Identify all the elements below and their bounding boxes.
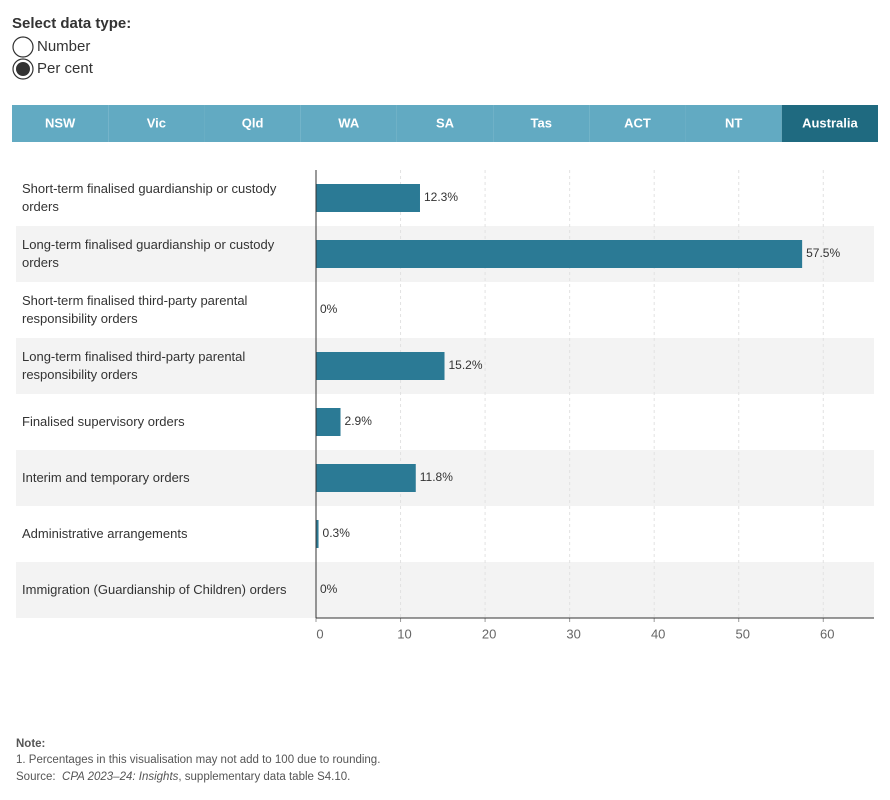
category-label: Finalised supervisory orders: [22, 414, 185, 429]
row-band: [16, 338, 874, 394]
x-tick-label: 40: [651, 626, 665, 641]
x-tick-label: 20: [482, 626, 496, 641]
tab-label[interactable]: SA: [436, 115, 455, 130]
radio-dot: [16, 62, 30, 76]
category-label: Interim and temporary orders: [22, 470, 190, 485]
note-heading: Note:: [16, 738, 46, 750]
value-label: 12.3%: [424, 190, 458, 204]
tab[interactable]: [493, 105, 590, 142]
tab[interactable]: [396, 105, 494, 142]
tab[interactable]: [685, 105, 782, 142]
tab-label[interactable]: Qld: [242, 115, 264, 130]
value-label: 57.5%: [806, 246, 840, 260]
bar: [316, 464, 416, 492]
value-label: 2.9%: [345, 414, 373, 428]
tab[interactable]: [12, 105, 109, 142]
tab[interactable]: [300, 105, 397, 142]
tab[interactable]: [589, 105, 686, 142]
bar: [316, 240, 803, 268]
row-band: [16, 450, 874, 506]
tab[interactable]: [108, 105, 205, 142]
value-label: 11.8%: [420, 470, 453, 484]
value-label: 0%: [320, 302, 338, 316]
tab-label[interactable]: Tas: [531, 115, 552, 130]
tab[interactable]: [204, 105, 301, 142]
x-tick-label: 50: [735, 626, 749, 641]
tab-label[interactable]: Vic: [147, 115, 166, 130]
source-label: Source:: [16, 771, 56, 783]
x-tick-label: 0: [316, 626, 323, 641]
category-label: Long-term finalised third-party parental…: [22, 349, 246, 382]
bar: [316, 408, 341, 436]
note-text: 1. Percentages in this visualisation may…: [16, 754, 381, 766]
source: Source: CPA 2023–24: Insights, supplemen…: [16, 771, 350, 783]
x-tick-label: 60: [820, 626, 834, 641]
radio-label[interactable]: Per cent: [37, 60, 94, 77]
tab-label[interactable]: ACT: [624, 115, 651, 130]
tab[interactable]: [781, 105, 878, 142]
source-title: CPA 2023–24: Insights: [62, 771, 179, 783]
tab-label[interactable]: WA: [338, 115, 360, 130]
tab-label[interactable]: NT: [725, 115, 742, 130]
tab-label[interactable]: Australia: [802, 115, 858, 130]
source-rest: , supplementary data table S4.10.: [178, 771, 351, 783]
radio-label[interactable]: Number: [37, 38, 90, 55]
control-label: Select data type:: [12, 15, 131, 32]
row-band: [16, 562, 874, 618]
category-label: Short-term finalised third-party parenta…: [22, 293, 248, 326]
value-label: 0.3%: [323, 526, 351, 540]
value-label: 0%: [320, 582, 338, 596]
category-label: Administrative arrangements: [22, 526, 188, 541]
x-tick-label: 10: [397, 626, 411, 641]
category-label: Immigration (Guardianship of Children) o…: [22, 582, 287, 597]
category-label: Short-term finalised guardianship or cus…: [22, 181, 277, 214]
bar: [316, 352, 445, 380]
tab-label[interactable]: NSW: [45, 115, 76, 130]
bar: [316, 184, 420, 212]
bar: [316, 520, 319, 548]
x-tick-label: 30: [566, 626, 580, 641]
value-label: 15.2%: [449, 358, 483, 372]
radio-button[interactable]: [12, 36, 34, 58]
category-label: Long-term finalised guardianship or cust…: [22, 237, 275, 270]
